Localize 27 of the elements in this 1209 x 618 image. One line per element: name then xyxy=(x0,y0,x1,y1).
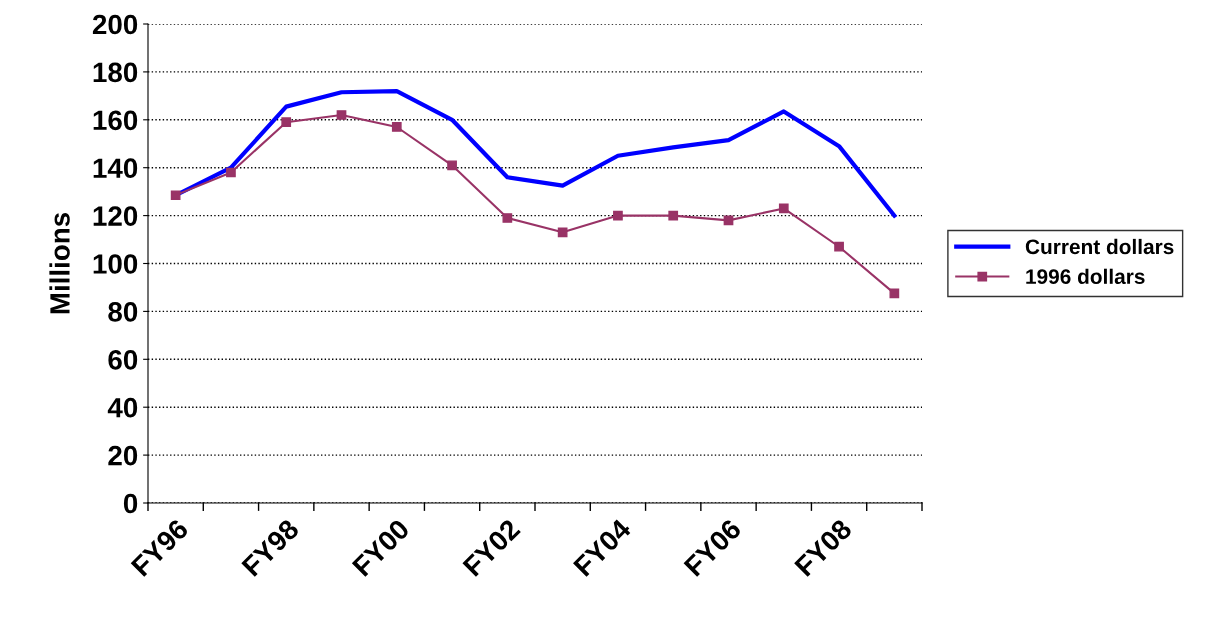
y-tick-label: 200 xyxy=(92,14,138,35)
point xyxy=(336,110,347,120)
legend-label: Current dollars xyxy=(1025,238,1174,255)
point xyxy=(613,210,623,221)
y-tick-label: 140 xyxy=(93,158,138,179)
y-tick-label: 160 xyxy=(93,110,138,131)
y-tick-label: 60 xyxy=(108,349,138,370)
point xyxy=(170,190,181,201)
point xyxy=(281,117,292,128)
point xyxy=(391,122,402,132)
point xyxy=(226,167,236,178)
point xyxy=(557,227,568,238)
point xyxy=(778,203,789,214)
y-tick-label: 80 xyxy=(108,302,138,322)
legend-label: 1996 dollars xyxy=(1026,268,1145,285)
point xyxy=(889,288,900,299)
point xyxy=(502,213,513,223)
y-tick-label: 120 xyxy=(93,206,138,226)
y-tick-label: 180 xyxy=(93,62,138,83)
y-tick-label: 100 xyxy=(93,254,138,274)
y-tick-label: 0 xyxy=(123,493,138,514)
y-tick-label: 40 xyxy=(107,397,138,418)
point xyxy=(447,160,457,171)
point xyxy=(834,241,844,252)
y-tick-label: 20 xyxy=(108,445,138,466)
y-axis-title: Millions xyxy=(49,212,70,314)
point xyxy=(668,210,679,221)
